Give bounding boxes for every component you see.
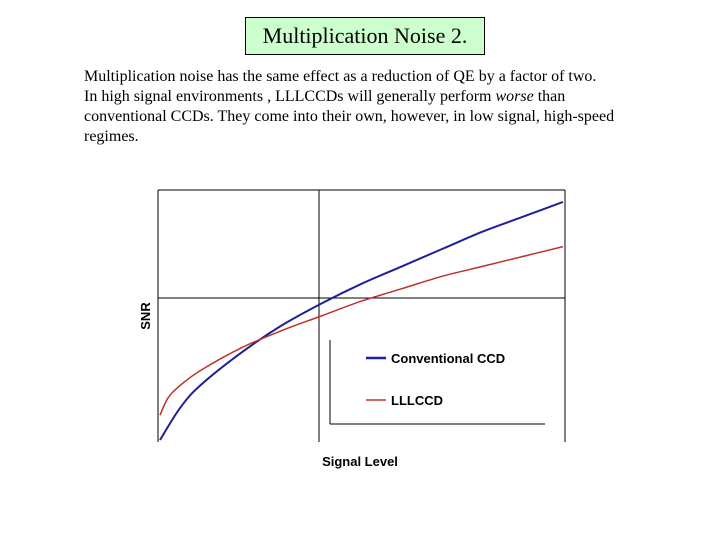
description-paragraph: Multiplication noise has the same effect… <box>84 67 704 147</box>
x-axis-label: Signal Level <box>322 454 398 469</box>
series-conventional-ccd-line <box>159 200 564 441</box>
y-axis-label: SNR <box>138 302 153 330</box>
description-line-4: regimes. <box>84 128 139 145</box>
description-line-1: Multiplication noise has the same effect… <box>84 68 597 85</box>
slide-title: Multiplication Noise 2. <box>245 17 485 55</box>
line-2-end: than <box>533 88 566 105</box>
description-line-2: In high signal environments , LLLCCDs wi… <box>84 87 704 107</box>
legend-label-conventional-ccd: Conventional CCD <box>391 351 505 366</box>
line-2-start: In high signal environments , LLLCCDs wi… <box>84 88 496 105</box>
description-line-3: conventional CCDs. They come into their … <box>84 108 615 125</box>
emphasis-worse: worse <box>495 88 534 105</box>
legend-label-lllccd: LLLCCD <box>391 393 443 408</box>
series-lllccd-line <box>159 245 564 416</box>
